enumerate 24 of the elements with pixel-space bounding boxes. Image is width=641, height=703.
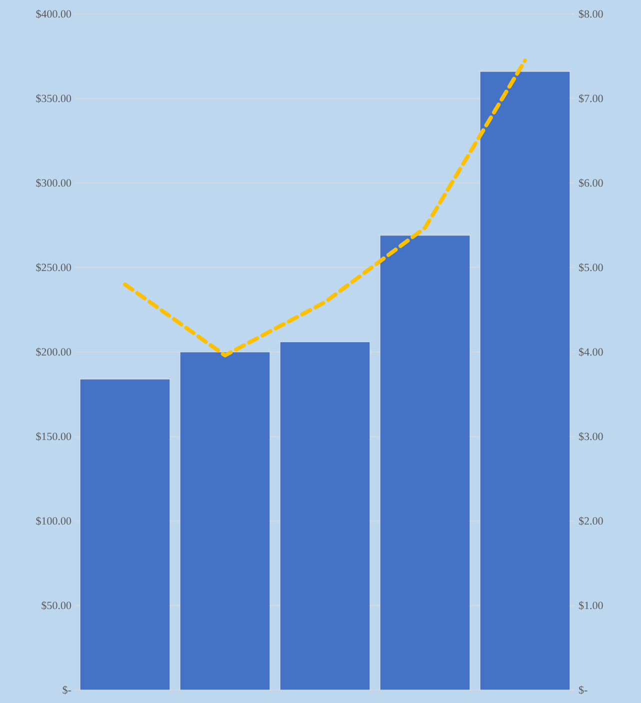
- bar: [280, 342, 370, 690]
- y-tick-label: $300.00: [36, 178, 72, 188]
- y2-tick-label: $3.00: [579, 432, 603, 441]
- y2-tick-label: $8.00: [579, 10, 603, 18]
- y-tick-label: $200.00: [36, 348, 72, 356]
- y-tick-label: $250.00: [36, 263, 72, 272]
- y2-tick-label: $2.00: [579, 516, 603, 526]
- y-tick-label: $50.00: [42, 601, 72, 610]
- y2-tick-label: $6.00: [579, 178, 603, 188]
- y2-tick-label: $1.00: [579, 601, 603, 610]
- y-tick-label: $150.00: [36, 432, 72, 441]
- y2-tick-label: $5.00: [579, 263, 603, 272]
- y2-tick-label: $-: [579, 686, 588, 694]
- y-tick-label: $100.00: [36, 516, 72, 526]
- bar: [80, 378, 170, 690]
- bar: [380, 235, 470, 690]
- y-tick-label: $400.00: [36, 10, 72, 18]
- y2-tick-label: $4.00: [579, 348, 603, 356]
- bar: [480, 71, 570, 690]
- y2-tick-label: $7.00: [579, 94, 603, 103]
- line-series: [123, 58, 528, 358]
- y-tick-label: $-: [62, 686, 72, 694]
- bar: [180, 352, 270, 690]
- y-tick-label: $350.00: [36, 94, 72, 103]
